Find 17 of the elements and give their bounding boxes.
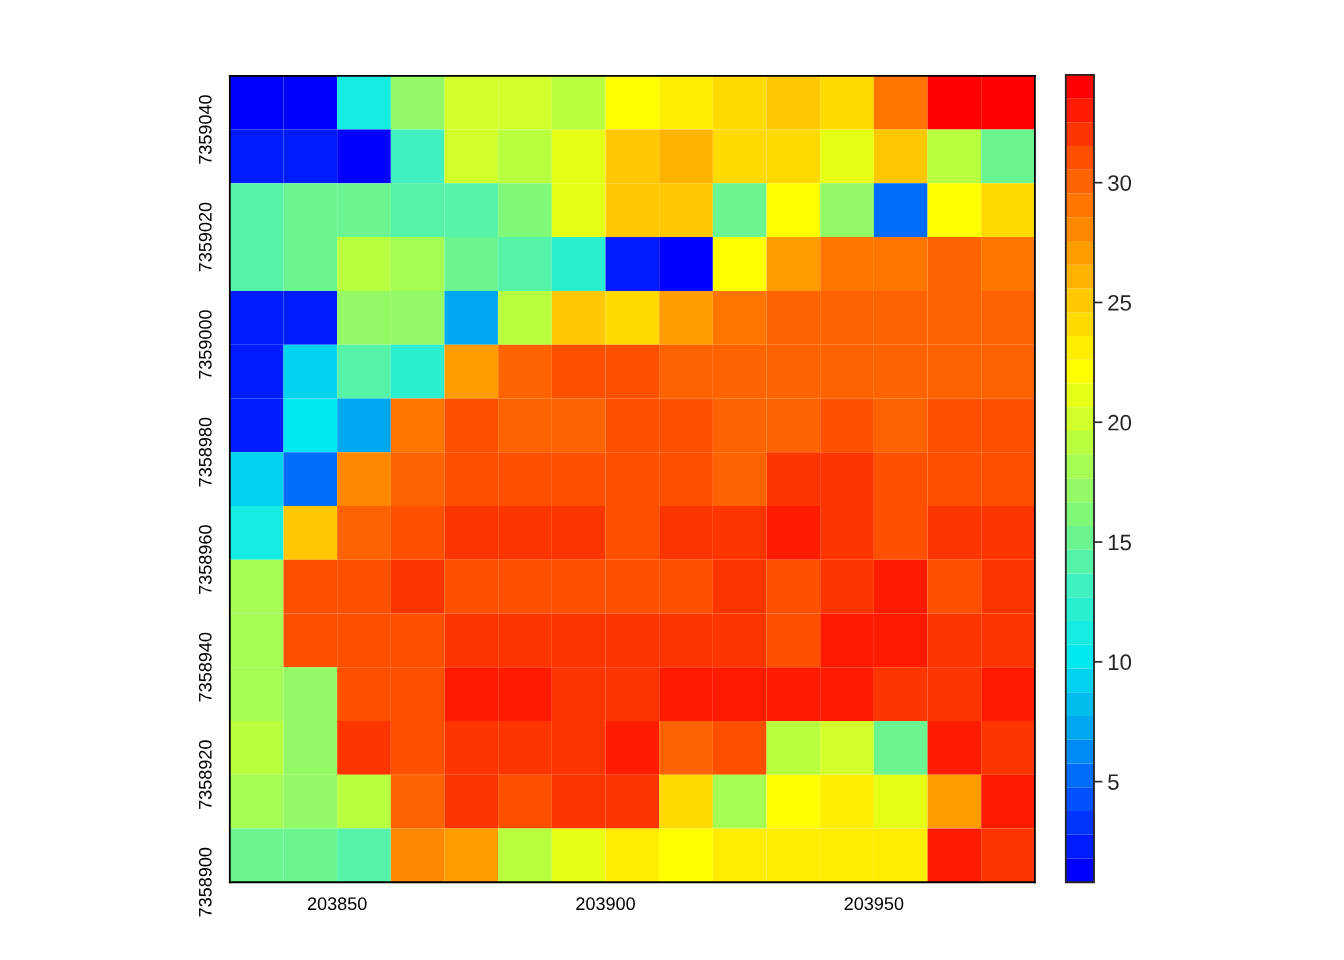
y-tick-label: 7359000 [198, 310, 212, 379]
y-tick-label: 7358900 [198, 847, 212, 917]
color-bar-label: 15 [1108, 534, 1131, 551]
x-tick-label: 203900 [576, 897, 635, 911]
color-bar-label: 10 [1108, 654, 1132, 671]
x-tick-label: 203850 [307, 897, 367, 911]
color-bar-label: 20 [1108, 414, 1132, 431]
y-tick-label: 7358940 [198, 632, 212, 702]
y-tick-label: 7358980 [198, 417, 212, 487]
y-tick-label: 7359040 [198, 95, 212, 164]
color-bar-label: 25 [1108, 295, 1131, 311]
y-tick-label: 7358960 [198, 525, 212, 594]
y-tick-label: 7359020 [198, 202, 212, 272]
color-bar-label: 5 [1108, 774, 1119, 790]
color-bar-label: 30 [1108, 175, 1132, 191]
y-tick-label: 7358920 [198, 740, 212, 809]
x-tick-label: 203950 [844, 897, 904, 911]
